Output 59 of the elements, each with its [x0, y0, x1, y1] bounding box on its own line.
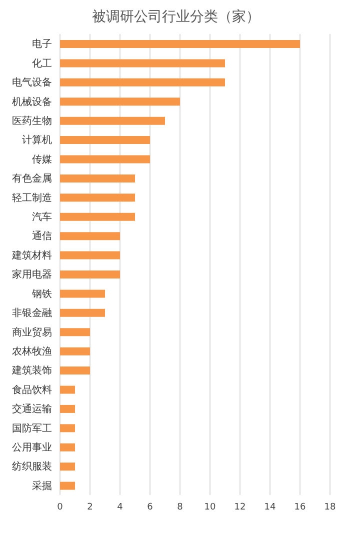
- y-tick-label: 非银金融: [12, 307, 52, 320]
- bar: [60, 347, 90, 356]
- y-tick-label: 电子: [32, 38, 52, 50]
- bar: [60, 386, 75, 394]
- y-tick-label: 建筑装饰: [11, 364, 52, 377]
- y-tick-label: 纺织服装: [12, 460, 52, 473]
- y-tick-label: 通信: [32, 230, 52, 242]
- y-tick-label: 机械设备: [12, 96, 52, 108]
- bar: [60, 328, 90, 336]
- bar: [60, 98, 180, 106]
- bar: [60, 366, 90, 375]
- x-tick-label: 14: [264, 502, 276, 512]
- x-tick-label: 6: [147, 502, 154, 512]
- bar: [60, 174, 135, 182]
- y-tick-label: 电气设备: [12, 76, 52, 89]
- y-tick-label: 国防军工: [12, 422, 52, 434]
- y-tick-label: 交通运输: [12, 403, 52, 416]
- bar: [60, 40, 300, 48]
- bar: [60, 290, 105, 298]
- x-tick-label: 10: [204, 502, 216, 512]
- y-tick-label: 家用电器: [12, 268, 52, 281]
- y-tick-label: 有色金属: [12, 172, 52, 185]
- y-tick-label: 公用事业: [12, 442, 52, 454]
- chart-title: 被调研公司行业分类（家）: [91, 8, 261, 26]
- bar: [60, 155, 150, 164]
- bar: [60, 116, 165, 125]
- y-tick-label: 钢铁: [31, 288, 52, 300]
- x-tick-label: 4: [117, 502, 124, 512]
- bar: [60, 404, 75, 413]
- bar: [60, 443, 75, 452]
- y-tick-label: 传媒: [32, 154, 52, 166]
- y-tick-label: 商业贸易: [12, 326, 52, 338]
- bar: [60, 194, 135, 202]
- bar: [60, 424, 75, 432]
- bar: [60, 78, 225, 86]
- bar: [60, 136, 150, 144]
- x-tick-label: 16: [294, 502, 306, 512]
- y-tick-label: 建筑材料: [11, 249, 52, 262]
- bar: [60, 482, 75, 490]
- y-tick-label: 汽车: [32, 211, 52, 224]
- x-tick-label: 12: [234, 502, 246, 512]
- y-tick-label: 食品饮料: [12, 384, 52, 396]
- bar: [60, 212, 135, 221]
- y-tick-label: 农林牧渔: [12, 345, 52, 358]
- y-tick-label: 计算机: [22, 134, 52, 146]
- x-tick-label: 8: [177, 502, 184, 512]
- bar: [60, 462, 75, 471]
- x-tick-label: 2: [87, 502, 93, 512]
- y-tick-label: 化工: [32, 57, 52, 70]
- bar: [60, 251, 120, 260]
- bar: [60, 232, 120, 240]
- x-tick-label: 0: [57, 502, 64, 512]
- y-tick-label: 轻工制造: [12, 192, 52, 204]
- y-tick-label: 采掘: [32, 480, 52, 492]
- x-tick-label: 18: [324, 502, 336, 512]
- y-tick-label: 医药生物: [12, 114, 52, 127]
- bar: [60, 270, 120, 278]
- bar: [60, 59, 225, 68]
- bar: [60, 308, 105, 317]
